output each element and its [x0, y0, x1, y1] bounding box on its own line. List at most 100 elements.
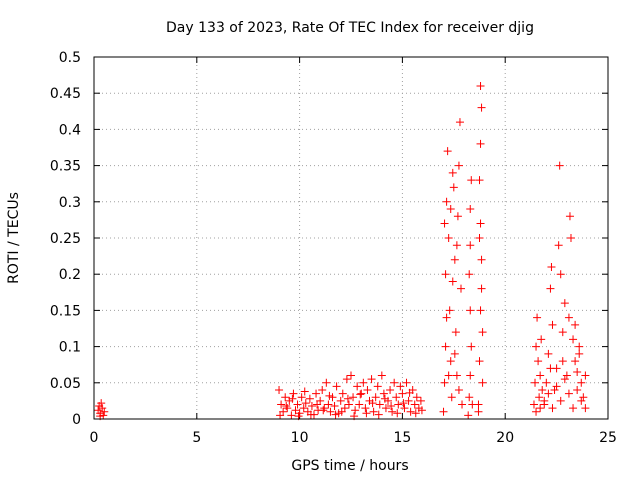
data-point — [330, 401, 339, 410]
data-point — [573, 367, 582, 376]
data-point — [556, 270, 565, 279]
data-point — [297, 393, 306, 402]
data-point — [356, 390, 365, 399]
x-tick-label: 0 — [90, 430, 99, 446]
data-point — [344, 400, 353, 409]
data-point — [534, 357, 543, 366]
y-tick-label: 0.3 — [59, 195, 81, 211]
data-point — [581, 404, 590, 413]
data-point — [466, 371, 475, 380]
data-point — [476, 81, 485, 90]
data-point — [532, 342, 541, 351]
y-tick-label: 0.35 — [50, 159, 81, 175]
y-tick-label: 0 — [72, 412, 81, 428]
data-point — [476, 139, 485, 148]
data-point — [282, 401, 291, 410]
y-tick-label: 0.2 — [59, 267, 81, 283]
data-point — [392, 393, 401, 402]
data-point — [440, 219, 449, 228]
y-tick-label: 0.25 — [50, 231, 81, 247]
data-point — [548, 320, 557, 329]
data-point — [337, 407, 346, 416]
data-point — [359, 378, 368, 387]
data-point — [375, 400, 384, 409]
data-point — [546, 364, 555, 373]
data-point — [363, 386, 372, 395]
data-point — [554, 241, 563, 250]
data-point — [417, 406, 426, 415]
data-point — [476, 306, 485, 315]
data-point — [466, 205, 475, 214]
data-point — [411, 409, 420, 418]
data-point — [97, 399, 106, 408]
data-point — [406, 407, 415, 416]
grid-lines — [94, 57, 608, 419]
data-point — [477, 284, 486, 293]
data-point — [439, 407, 448, 416]
data-point — [410, 400, 419, 409]
data-point — [353, 382, 362, 391]
data-point — [355, 400, 364, 409]
data-point — [475, 176, 484, 185]
y-tick-label: 0.4 — [59, 122, 81, 138]
data-point — [336, 396, 345, 405]
data-point — [331, 410, 340, 419]
data-point — [566, 234, 575, 242]
data-point — [305, 394, 314, 403]
data-point — [458, 400, 467, 409]
data-point — [464, 411, 473, 420]
data-point — [289, 389, 298, 398]
x-tick-label: 5 — [192, 430, 201, 446]
data-point — [556, 396, 565, 405]
data-point — [371, 393, 380, 402]
data-point — [299, 404, 308, 413]
data-point — [342, 375, 351, 384]
data-point — [332, 382, 341, 391]
data-point — [313, 400, 322, 409]
data-point — [338, 389, 347, 398]
data-point — [312, 389, 321, 398]
data-point — [536, 371, 545, 380]
data-point — [531, 378, 540, 387]
data-point — [477, 255, 486, 264]
data-point — [537, 335, 546, 344]
y-tick-label: 0.15 — [50, 303, 81, 319]
data-point — [276, 411, 285, 420]
data-point — [387, 401, 396, 410]
data-point — [283, 404, 292, 413]
y-axis-label: ROTI / TECUs — [6, 192, 22, 284]
data-point — [550, 386, 559, 395]
data-point — [277, 400, 286, 409]
data-point — [442, 197, 451, 206]
data-point — [474, 407, 483, 416]
data-point — [465, 393, 474, 402]
data-point — [320, 404, 329, 413]
data-point — [441, 270, 450, 279]
data-point — [405, 388, 414, 397]
data-point — [454, 161, 463, 170]
data-point — [476, 219, 485, 228]
data-point — [369, 407, 378, 416]
data-point — [467, 342, 476, 351]
data-point — [324, 400, 333, 409]
data-point — [443, 147, 452, 156]
y-tick-label: 0.1 — [59, 340, 81, 356]
data-point — [448, 277, 457, 286]
data-point — [380, 394, 389, 403]
x-tick-label: 25 — [599, 430, 617, 446]
data-point — [540, 396, 549, 405]
data-point — [441, 342, 450, 351]
data-point — [562, 371, 571, 380]
data-point — [440, 378, 449, 387]
x-tick-label: 10 — [291, 430, 309, 446]
data-point — [577, 378, 586, 387]
data-point — [404, 396, 413, 405]
data-point — [560, 375, 569, 384]
data-point — [293, 400, 302, 409]
data-point — [396, 382, 405, 391]
data-point — [569, 335, 578, 344]
data-point — [367, 375, 376, 384]
data-point — [394, 400, 403, 409]
data-point — [361, 404, 370, 413]
data-point — [547, 262, 556, 271]
